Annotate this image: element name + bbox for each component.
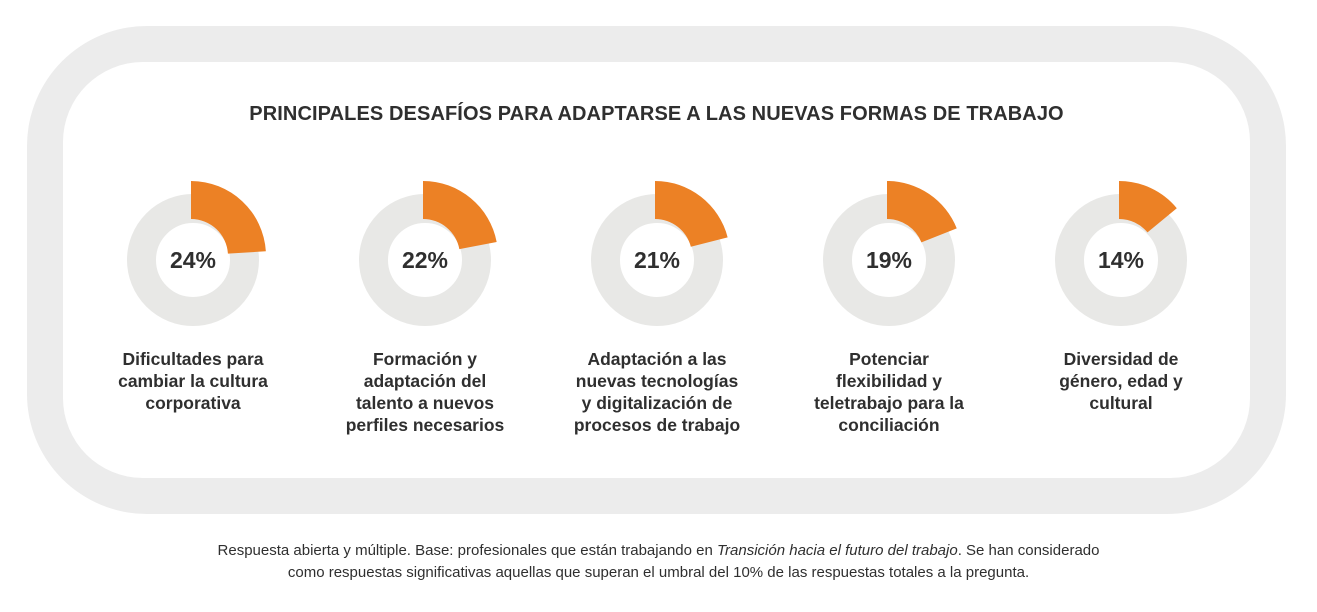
category-label: Dificultades para cambiar la cultura cor… — [118, 349, 268, 413]
donut-item: 24% Dificultades para cambiar la cultura … — [93, 176, 293, 414]
donut-segment — [423, 181, 497, 250]
content-panel — [63, 62, 1250, 478]
percentage-label: 22% — [402, 247, 448, 273]
donut-item: 21% Adaptación a las nuevas tecnologías y… — [557, 176, 757, 436]
donut-segment — [655, 181, 728, 247]
donut-chart: 19% — [823, 181, 957, 326]
donut-chart: 21% — [591, 181, 728, 326]
percentage-label: 21% — [634, 247, 680, 273]
donut-segment — [887, 181, 957, 243]
donut-chart: 24% — [127, 181, 266, 326]
category-label: Diversidad de género, edad y cultural — [1059, 349, 1183, 413]
footnote-text-end: . Se han considerado — [957, 542, 1100, 559]
percentage-label: 24% — [170, 247, 216, 273]
donut-item: 14% Diversidad de género, edad y cultural — [1021, 176, 1221, 414]
footnote-italic: Transición hacia el futuro del trabajo — [717, 542, 958, 559]
donut-segment — [1119, 181, 1177, 233]
donut-item: 22% Formación y adaptación del talento a … — [325, 176, 525, 436]
donut-chart: 14% — [1055, 181, 1187, 326]
footnote-line-2: como respuestas significativas aquellas … — [287, 564, 1030, 581]
footnote: Respuesta abierta y múltiple. Base: prof… — [0, 540, 1317, 584]
donut-chart: 22% — [359, 181, 497, 326]
donut-item: 19% Potenciar flexibilidad y teletrabajo … — [789, 176, 989, 436]
chart-title: PRINCIPALES DESAFÍOS PARA ADAPTARSE A LA… — [249, 103, 1064, 125]
category-label: Formación y adaptación del talento a nue… — [345, 349, 505, 435]
category-label: Potenciar flexibilidad y teletrabajo par… — [814, 349, 964, 435]
percentage-label: 19% — [866, 247, 912, 273]
category-label: Adaptación a las nuevas tecnologías y di… — [573, 349, 741, 435]
footnote-text: Respuesta abierta y múltiple. Base: prof… — [217, 542, 717, 559]
donut-segment — [191, 181, 266, 254]
percentage-label: 14% — [1098, 247, 1144, 273]
